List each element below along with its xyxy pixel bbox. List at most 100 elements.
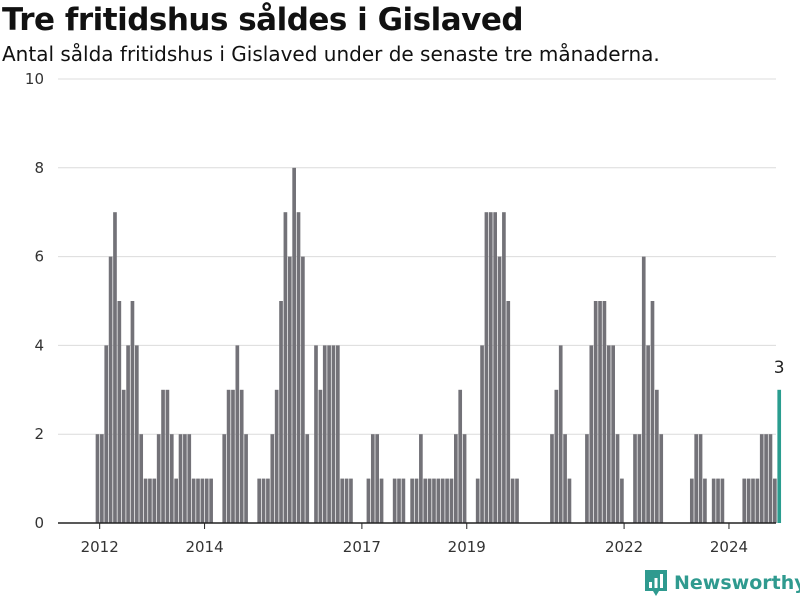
- bar: [689, 478, 694, 523]
- bar: [646, 345, 650, 523]
- bar: [165, 389, 170, 523]
- bar: [296, 212, 301, 523]
- bar: [257, 478, 262, 523]
- bar: [314, 345, 318, 523]
- bar: [440, 478, 445, 523]
- bar: [366, 478, 371, 523]
- y-tick-label: 6: [34, 248, 44, 266]
- bar: [235, 345, 240, 523]
- bar: [550, 434, 554, 523]
- x-tick-label: 2017: [343, 538, 381, 556]
- bar: [454, 434, 458, 523]
- bar: [169, 434, 174, 523]
- bar: [751, 478, 755, 523]
- bar: [370, 434, 375, 523]
- bar: [174, 478, 178, 523]
- bar: [764, 434, 768, 523]
- bar: [226, 389, 231, 523]
- bar: [178, 434, 183, 523]
- bar: [567, 478, 572, 523]
- bar: [720, 478, 725, 523]
- bar: [161, 389, 165, 523]
- bar: [480, 345, 484, 523]
- bars: [95, 167, 782, 524]
- bar: [305, 434, 310, 523]
- bar: [755, 478, 760, 523]
- bar: [615, 434, 620, 523]
- bar: [589, 345, 594, 523]
- bar: [134, 345, 139, 523]
- bar: [698, 434, 703, 523]
- y-tick-label: 4: [34, 336, 44, 354]
- bar: [292, 167, 296, 524]
- bar: [222, 434, 227, 523]
- bar: [209, 478, 213, 523]
- bar: [270, 434, 275, 523]
- bar: [113, 212, 117, 523]
- bar: [593, 301, 598, 523]
- bar: [641, 256, 646, 523]
- bar: [506, 301, 511, 523]
- x-tick-label: 2012: [81, 538, 119, 556]
- bar: [379, 478, 384, 523]
- bar: [191, 478, 196, 523]
- bar: [585, 434, 589, 523]
- bar: [620, 478, 624, 523]
- bar: [152, 478, 157, 523]
- bar: [108, 256, 113, 523]
- bar: [349, 478, 353, 523]
- chart-subtitle: Antal sålda fritidshus i Gislaved under …: [2, 42, 660, 66]
- bar: [633, 434, 637, 523]
- bar: [458, 389, 463, 523]
- bar: [488, 212, 493, 523]
- bar: [746, 478, 751, 523]
- bar: [449, 478, 454, 523]
- bar: [401, 478, 406, 523]
- bar: [427, 478, 432, 523]
- bar: [397, 478, 401, 523]
- bar: [392, 478, 397, 523]
- bar: [117, 301, 122, 523]
- y-tick-label: 8: [34, 159, 44, 177]
- bar: [301, 256, 305, 523]
- last-value-label: 3: [774, 358, 785, 378]
- bar: [287, 256, 292, 523]
- brand-logo: Newsworthy: [644, 568, 800, 598]
- bar: [266, 478, 270, 523]
- bar: [694, 434, 699, 523]
- newsworthy-logo-icon: [645, 570, 667, 596]
- y-tick-label: 0: [34, 514, 44, 532]
- bar: [327, 345, 331, 523]
- bar: [183, 434, 187, 523]
- bar: [139, 434, 144, 523]
- bar: [95, 434, 100, 523]
- bar: [432, 478, 436, 523]
- x-tick-label: 2022: [605, 538, 643, 556]
- bar: [130, 301, 135, 523]
- bar: [156, 434, 161, 523]
- bar: [558, 345, 563, 523]
- bar: [563, 434, 567, 523]
- bar: [283, 212, 288, 523]
- bar: [606, 345, 611, 523]
- bar: [650, 301, 655, 523]
- bar: [244, 434, 248, 523]
- bar: [445, 478, 449, 523]
- bar: [121, 389, 126, 523]
- bar: [768, 434, 773, 523]
- bar: [484, 212, 489, 523]
- bar: [655, 389, 659, 523]
- bar: [419, 434, 423, 523]
- bar: [318, 389, 323, 523]
- bar: [510, 478, 515, 523]
- bar: [340, 478, 345, 523]
- bar: [497, 256, 502, 523]
- chart-title: Tre fritidshus såldes i Gislaved: [2, 2, 524, 38]
- bar: [410, 478, 414, 523]
- bar: [554, 389, 559, 523]
- bar: [239, 389, 244, 523]
- bar: [493, 212, 497, 523]
- bar: [462, 434, 467, 523]
- bar: [502, 212, 506, 523]
